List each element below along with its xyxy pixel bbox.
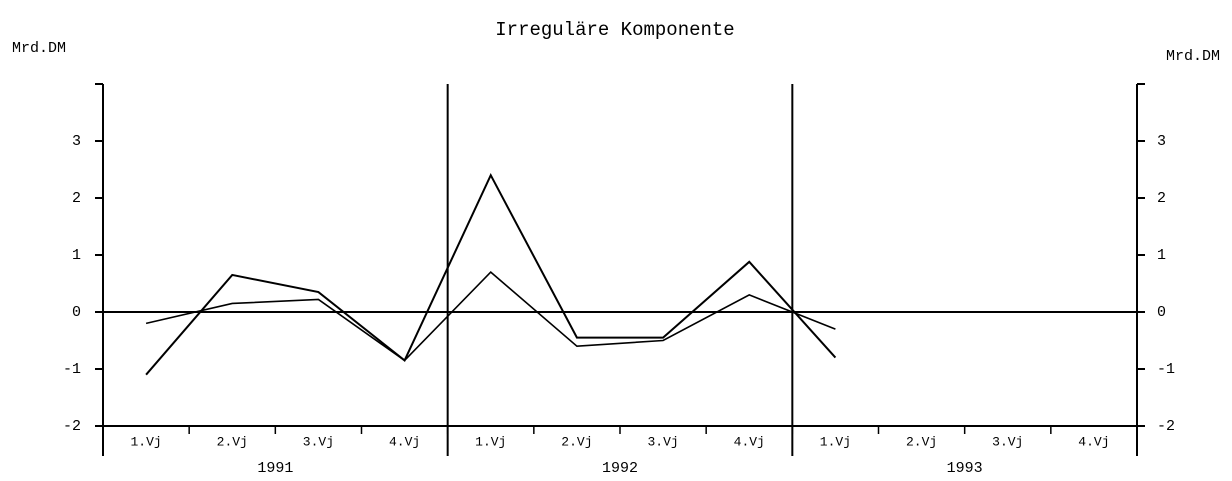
y-tick-label: 3 (72, 133, 81, 150)
y-tick-label: 2 (72, 190, 81, 207)
y2-tick-label: 2 (1157, 190, 1166, 207)
y2-tick-label: -1 (1157, 361, 1175, 378)
y2-tick-label: 1 (1157, 247, 1166, 264)
year-label: 1991 (257, 460, 293, 477)
year-label: 1993 (947, 460, 983, 477)
x-tick-label: 2.Vj (906, 434, 937, 449)
x-tick-label: 1.Vj (820, 434, 851, 449)
y2-tick-label: 0 (1157, 304, 1166, 321)
data-line (145, 271, 836, 362)
x-tick-label: 4.Vj (734, 434, 765, 449)
chart-title: Irreguläre Komponente (495, 19, 734, 41)
x-tick-label: 4.Vj (1078, 434, 1109, 449)
y-tick-label: 0 (72, 304, 81, 321)
x-tick-label: 2.Vj (561, 434, 592, 449)
data-line (145, 172, 837, 376)
x-tick-label: 3.Vj (303, 434, 334, 449)
y2-axis-label: Mrd.DM (1166, 48, 1220, 65)
x-tick-label: 3.Vj (647, 434, 678, 449)
x-tick-label: 1.Vj (475, 434, 506, 449)
y-tick-label: 1 (72, 247, 81, 264)
year-label: 1992 (602, 460, 638, 477)
x-tick-label: 4.Vj (389, 434, 420, 449)
y2-tick-label: 3 (1157, 133, 1166, 150)
y-tick-label: -1 (63, 361, 81, 378)
y-axis-label: Mrd.DM (12, 40, 66, 57)
y2-tick-label: -2 (1157, 418, 1175, 435)
y-tick-label: -2 (63, 418, 81, 435)
x-tick-label: 1.Vj (130, 434, 161, 449)
x-tick-label: 2.Vj (217, 434, 248, 449)
x-tick-label: 3.Vj (992, 434, 1023, 449)
